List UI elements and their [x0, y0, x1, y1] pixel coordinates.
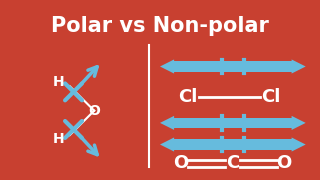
Text: Cl: Cl: [261, 88, 281, 106]
Text: C: C: [226, 154, 239, 172]
Polygon shape: [160, 59, 174, 74]
Bar: [174, 118, 292, 128]
Polygon shape: [160, 116, 174, 130]
Text: Polar vs Non-polar: Polar vs Non-polar: [51, 16, 269, 36]
Polygon shape: [292, 116, 306, 130]
Polygon shape: [160, 138, 174, 152]
Bar: [174, 139, 292, 150]
Bar: [174, 61, 292, 72]
Text: Cl: Cl: [179, 88, 198, 106]
Polygon shape: [292, 59, 306, 74]
Text: O: O: [88, 104, 100, 118]
Text: H: H: [52, 75, 64, 89]
Text: H: H: [52, 132, 64, 146]
Polygon shape: [292, 138, 306, 152]
Text: O: O: [276, 154, 292, 172]
Text: O: O: [173, 154, 188, 172]
